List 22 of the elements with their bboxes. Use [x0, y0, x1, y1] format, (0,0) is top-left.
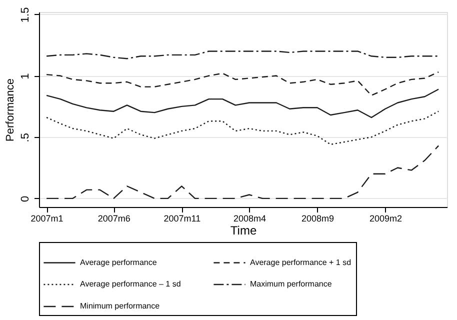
x-tick-label: 2007m6 — [98, 214, 130, 224]
line-series — [46, 50, 440, 60]
line-series — [46, 71, 440, 96]
y-tick-label: 1 — [20, 73, 32, 80]
x-tick-label: 2009m2 — [369, 214, 402, 224]
x-tick-label: 2007m1 — [30, 214, 64, 224]
line-series — [46, 110, 440, 146]
y-tick-label: 1.5 — [20, 7, 32, 23]
legend-label: Average performance — [80, 258, 158, 267]
legend-label: Average performance + 1 sd — [250, 258, 352, 267]
y-tick-label: .5 — [20, 133, 32, 142]
y-tick-label: 0 — [20, 196, 32, 202]
line-series — [46, 145, 440, 200]
legend-label: Minimum performance — [80, 302, 160, 310]
x-axis-title: Time — [230, 224, 257, 238]
legend-label: Maximum performance — [250, 280, 332, 288]
line-series — [46, 88, 440, 118]
x-tick-label: 2008m4 — [233, 214, 266, 224]
x-tick-label: 2008m9 — [301, 214, 334, 224]
x-tick-label: 2007m11 — [164, 214, 201, 224]
legend-label: Average performance – 1 sd — [80, 280, 181, 288]
y-axis-title: Performance — [4, 78, 16, 142]
